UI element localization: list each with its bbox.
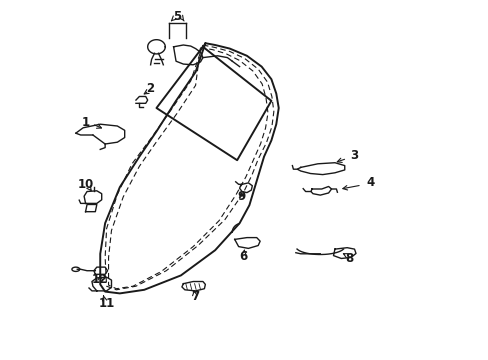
Text: 10: 10 bbox=[77, 178, 94, 191]
Text: 5: 5 bbox=[173, 10, 181, 23]
Text: 3: 3 bbox=[350, 149, 358, 162]
Text: 9: 9 bbox=[237, 190, 245, 203]
Text: 6: 6 bbox=[239, 250, 246, 263]
Text: 7: 7 bbox=[191, 291, 199, 303]
Text: 12: 12 bbox=[92, 273, 108, 286]
Text: 1: 1 bbox=[81, 116, 89, 129]
Text: 4: 4 bbox=[366, 176, 374, 189]
Text: 11: 11 bbox=[98, 297, 115, 310]
Text: 8: 8 bbox=[345, 252, 353, 265]
Text: 2: 2 bbox=[146, 82, 154, 95]
